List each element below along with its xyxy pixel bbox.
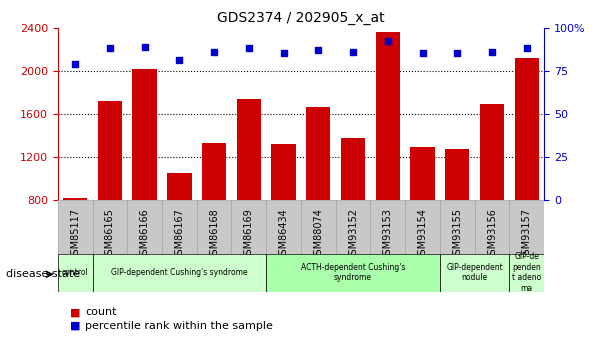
Bar	[133, 69, 157, 286]
Text: GSM86169: GSM86169	[244, 208, 254, 261]
Bar	[440, 200, 475, 254]
Bar	[410, 147, 435, 286]
Point	[244, 46, 254, 51]
Bar	[127, 200, 162, 254]
Point	[278, 51, 288, 56]
Text: disease state: disease state	[6, 269, 80, 279]
Text: GSM93153: GSM93153	[383, 208, 393, 261]
Bar	[341, 138, 365, 286]
Bar	[336, 200, 370, 254]
Text: GIP-de
penden
t adeno
ma: GIP-de penden t adeno ma	[512, 253, 541, 293]
Point	[418, 51, 427, 56]
Bar	[202, 143, 226, 286]
Text: ■: ■	[70, 307, 80, 317]
Point	[71, 61, 80, 67]
Bar	[405, 200, 440, 254]
Bar	[271, 144, 295, 286]
Bar	[58, 200, 92, 254]
Text: percentile rank within the sample: percentile rank within the sample	[85, 321, 273, 331]
Text: count: count	[85, 307, 117, 317]
Bar	[92, 254, 266, 292]
Text: GSM93156: GSM93156	[487, 208, 497, 261]
Text: GSM88074: GSM88074	[313, 208, 323, 261]
Text: GSM86167: GSM86167	[174, 208, 184, 261]
Bar	[197, 200, 232, 254]
Point	[452, 51, 462, 56]
Point	[209, 49, 219, 55]
Bar	[92, 200, 127, 254]
Point	[348, 49, 358, 55]
Text: GSM86434: GSM86434	[278, 208, 289, 261]
Text: GSM93155: GSM93155	[452, 208, 462, 261]
Bar	[376, 32, 400, 286]
Bar	[63, 198, 88, 286]
Point	[140, 44, 150, 49]
Title: GDS2374 / 202905_x_at: GDS2374 / 202905_x_at	[217, 11, 385, 25]
Bar	[98, 101, 122, 286]
Bar	[510, 254, 544, 292]
Bar	[514, 58, 539, 286]
Bar	[301, 200, 336, 254]
Bar	[440, 254, 510, 292]
Text: GSM85117: GSM85117	[70, 208, 80, 261]
Point	[522, 46, 531, 51]
Text: ■: ■	[70, 321, 80, 331]
Bar	[162, 200, 197, 254]
Bar	[370, 200, 405, 254]
Text: GSM86165: GSM86165	[105, 208, 115, 261]
Point	[105, 46, 115, 51]
Text: GIP-dependent Cushing's syndrome: GIP-dependent Cushing's syndrome	[111, 268, 247, 277]
Text: GSM86168: GSM86168	[209, 208, 219, 261]
Point	[487, 49, 497, 55]
Text: GSM86166: GSM86166	[140, 208, 150, 261]
Bar	[58, 254, 92, 292]
Text: control: control	[62, 268, 89, 277]
Point	[314, 47, 323, 53]
Bar	[306, 107, 331, 286]
Text: GSM93152: GSM93152	[348, 208, 358, 261]
Bar	[266, 254, 440, 292]
Bar	[475, 200, 510, 254]
Bar	[480, 104, 504, 286]
Text: GSM93157: GSM93157	[522, 208, 532, 261]
Bar	[237, 99, 261, 286]
Point	[174, 58, 184, 63]
Text: GSM93154: GSM93154	[418, 208, 427, 261]
Bar	[232, 200, 266, 254]
Bar	[167, 173, 192, 286]
Bar	[266, 200, 301, 254]
Point	[383, 39, 393, 44]
Bar	[445, 149, 469, 286]
Text: GIP-dependent
nodule: GIP-dependent nodule	[446, 263, 503, 282]
Bar	[510, 200, 544, 254]
Text: ACTH-dependent Cushing's
syndrome: ACTH-dependent Cushing's syndrome	[301, 263, 406, 282]
